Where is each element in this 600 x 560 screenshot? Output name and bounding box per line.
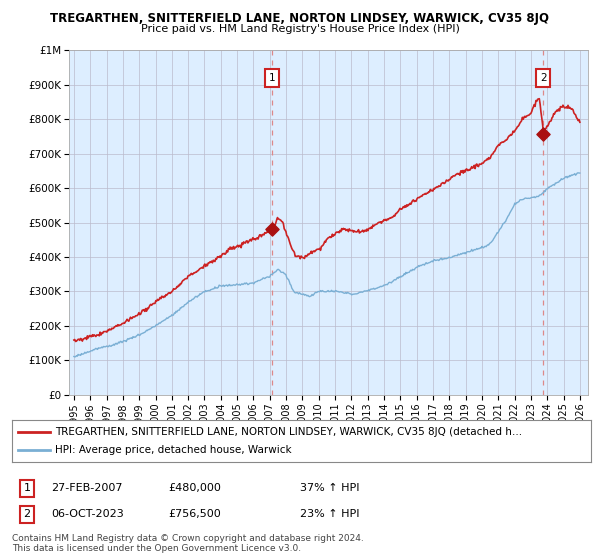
Text: £480,000: £480,000 xyxy=(168,483,221,493)
Point xyxy=(539,130,548,139)
Text: 37% ↑ HPI: 37% ↑ HPI xyxy=(300,483,359,493)
Text: 23% ↑ HPI: 23% ↑ HPI xyxy=(300,509,359,519)
Text: 1: 1 xyxy=(269,73,275,83)
Text: 06-OCT-2023: 06-OCT-2023 xyxy=(51,509,124,519)
Text: 1: 1 xyxy=(23,483,31,493)
Text: Price paid vs. HM Land Registry's House Price Index (HPI): Price paid vs. HM Land Registry's House … xyxy=(140,24,460,34)
Text: This data is licensed under the Open Government Licence v3.0.: This data is licensed under the Open Gov… xyxy=(12,544,301,553)
Text: TREGARTHEN, SNITTERFIELD LANE, NORTON LINDSEY, WARWICK, CV35 8JQ: TREGARTHEN, SNITTERFIELD LANE, NORTON LI… xyxy=(50,12,550,25)
Text: HPI: Average price, detached house, Warwick: HPI: Average price, detached house, Warw… xyxy=(55,445,292,455)
Text: 27-FEB-2007: 27-FEB-2007 xyxy=(51,483,122,493)
Text: 2: 2 xyxy=(23,509,31,519)
Point xyxy=(268,225,277,234)
Text: 2: 2 xyxy=(540,73,547,83)
Text: Contains HM Land Registry data © Crown copyright and database right 2024.: Contains HM Land Registry data © Crown c… xyxy=(12,534,364,543)
Text: TREGARTHEN, SNITTERFIELD LANE, NORTON LINDSEY, WARWICK, CV35 8JQ (detached h…: TREGARTHEN, SNITTERFIELD LANE, NORTON LI… xyxy=(55,427,523,437)
Text: £756,500: £756,500 xyxy=(168,509,221,519)
